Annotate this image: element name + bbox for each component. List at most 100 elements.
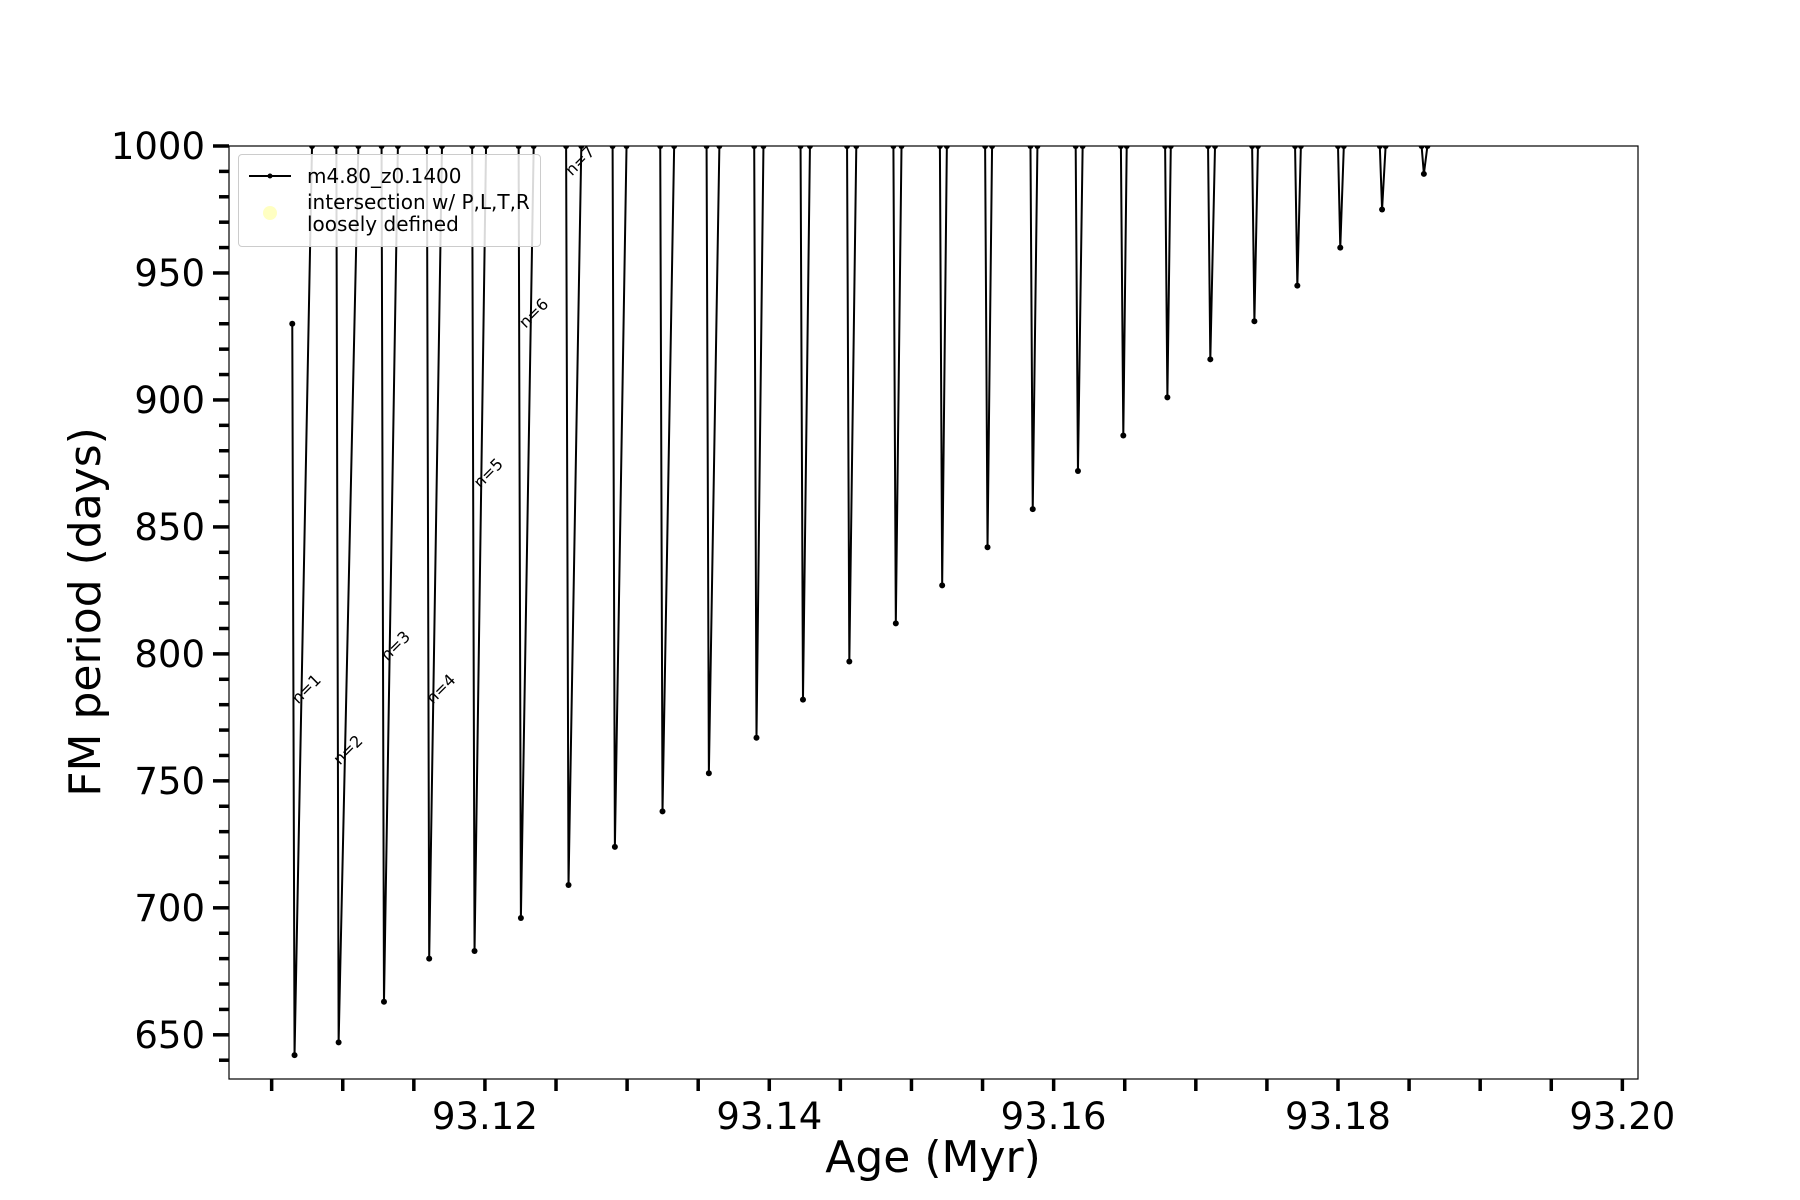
data-point [565, 881, 572, 888]
data-point [705, 770, 712, 777]
y-tick-label: 750 [134, 760, 205, 803]
data-point [671, 146, 678, 149]
annotation: n=6 [515, 294, 552, 331]
data-point [517, 914, 524, 921]
data-point [380, 998, 387, 1005]
data-point [1376, 146, 1383, 149]
data-point [846, 658, 853, 665]
data-point [659, 808, 666, 815]
data-point [1379, 206, 1386, 213]
y-tick-label: 950 [134, 252, 205, 295]
data-point [438, 146, 445, 149]
data-point [483, 146, 490, 149]
data-point [984, 544, 991, 551]
data-point [657, 146, 664, 149]
data-point [515, 146, 522, 149]
y-tick-label: 850 [134, 506, 205, 549]
x-tick-label: 93.16 [1001, 1095, 1107, 1138]
data-point [751, 146, 758, 149]
y-tick-label: 650 [134, 1014, 205, 1057]
data-point [936, 146, 943, 149]
legend-entry: intersection w/ P,L,T,R loosely defined [247, 191, 530, 235]
data-point [1074, 468, 1081, 475]
data-point [1029, 506, 1036, 513]
data-point [378, 146, 385, 149]
data-point [1120, 432, 1127, 439]
series-line [291, 146, 1429, 1056]
data-point [333, 146, 340, 149]
y-tick-label: 900 [134, 379, 205, 422]
x-tick-label: 93.20 [1569, 1095, 1675, 1138]
data-point [623, 146, 630, 149]
data-point [355, 146, 362, 149]
y-tick-label: 700 [134, 887, 205, 930]
data-point [982, 146, 989, 149]
x-tick-label: 93.18 [1285, 1095, 1391, 1138]
data-point [844, 146, 851, 149]
data-point [753, 734, 760, 741]
data-point [1249, 146, 1256, 149]
data-point [989, 146, 996, 149]
data-point [1340, 146, 1347, 149]
legend: m4.80_z0.1400 intersection w/ P,L,T,R loo… [238, 154, 541, 247]
legend-marker [267, 173, 273, 179]
data-point [1164, 394, 1171, 401]
legend-label: intersection w/ P,L,T,R loosely defined [307, 190, 530, 236]
data-point [1335, 146, 1342, 149]
data-point [1079, 146, 1086, 149]
data-point [716, 146, 723, 149]
data-point [1212, 146, 1219, 149]
data-point [1123, 146, 1130, 149]
plot-area [289, 146, 1431, 1059]
data-point [799, 696, 806, 703]
data-point [703, 146, 710, 149]
data-point [806, 146, 813, 149]
data-point [1337, 244, 1344, 251]
data-point [335, 1039, 342, 1046]
data-point [1205, 146, 1212, 149]
data-point [892, 620, 899, 627]
data-point [1424, 146, 1431, 149]
y-axis-label: FM period (days) [60, 427, 111, 797]
data-point [471, 948, 478, 955]
data-point [1207, 356, 1214, 363]
y-tick-label: 800 [134, 633, 205, 676]
annotation: n=2 [329, 731, 366, 768]
data-point [1162, 146, 1169, 149]
legend-key [263, 206, 277, 220]
data-point [291, 1052, 298, 1059]
data-point [1420, 170, 1427, 177]
data-point [1251, 318, 1258, 325]
legend-label: m4.80_z0.1400 [307, 164, 462, 188]
data-point [939, 582, 946, 589]
data-point [1294, 282, 1301, 289]
data-point [394, 146, 401, 149]
data-point [797, 146, 804, 149]
x-tick-label: 93.14 [716, 1095, 822, 1138]
data-point [289, 320, 296, 327]
data-point [898, 146, 905, 149]
data-point [611, 843, 618, 850]
x-axis-label: Age (Myr) [825, 1132, 1041, 1183]
data-point [1297, 146, 1304, 149]
data-point [469, 146, 476, 149]
data-point [1072, 146, 1079, 149]
data-point [943, 146, 950, 149]
annotation: n=5 [470, 454, 507, 491]
x-tick-label: 93.12 [432, 1095, 538, 1138]
data-point [426, 955, 433, 962]
data-point [1382, 146, 1389, 149]
data-point [563, 146, 570, 149]
y-tick-label: 1000 [111, 125, 205, 168]
data-point [1117, 146, 1124, 149]
data-point [1034, 146, 1041, 149]
data-point [1292, 146, 1299, 149]
data-point [853, 146, 860, 149]
data-point [1167, 146, 1174, 149]
data-point [890, 146, 897, 149]
data-point [1418, 146, 1425, 149]
legend-key [249, 173, 291, 179]
data-point [309, 146, 316, 149]
